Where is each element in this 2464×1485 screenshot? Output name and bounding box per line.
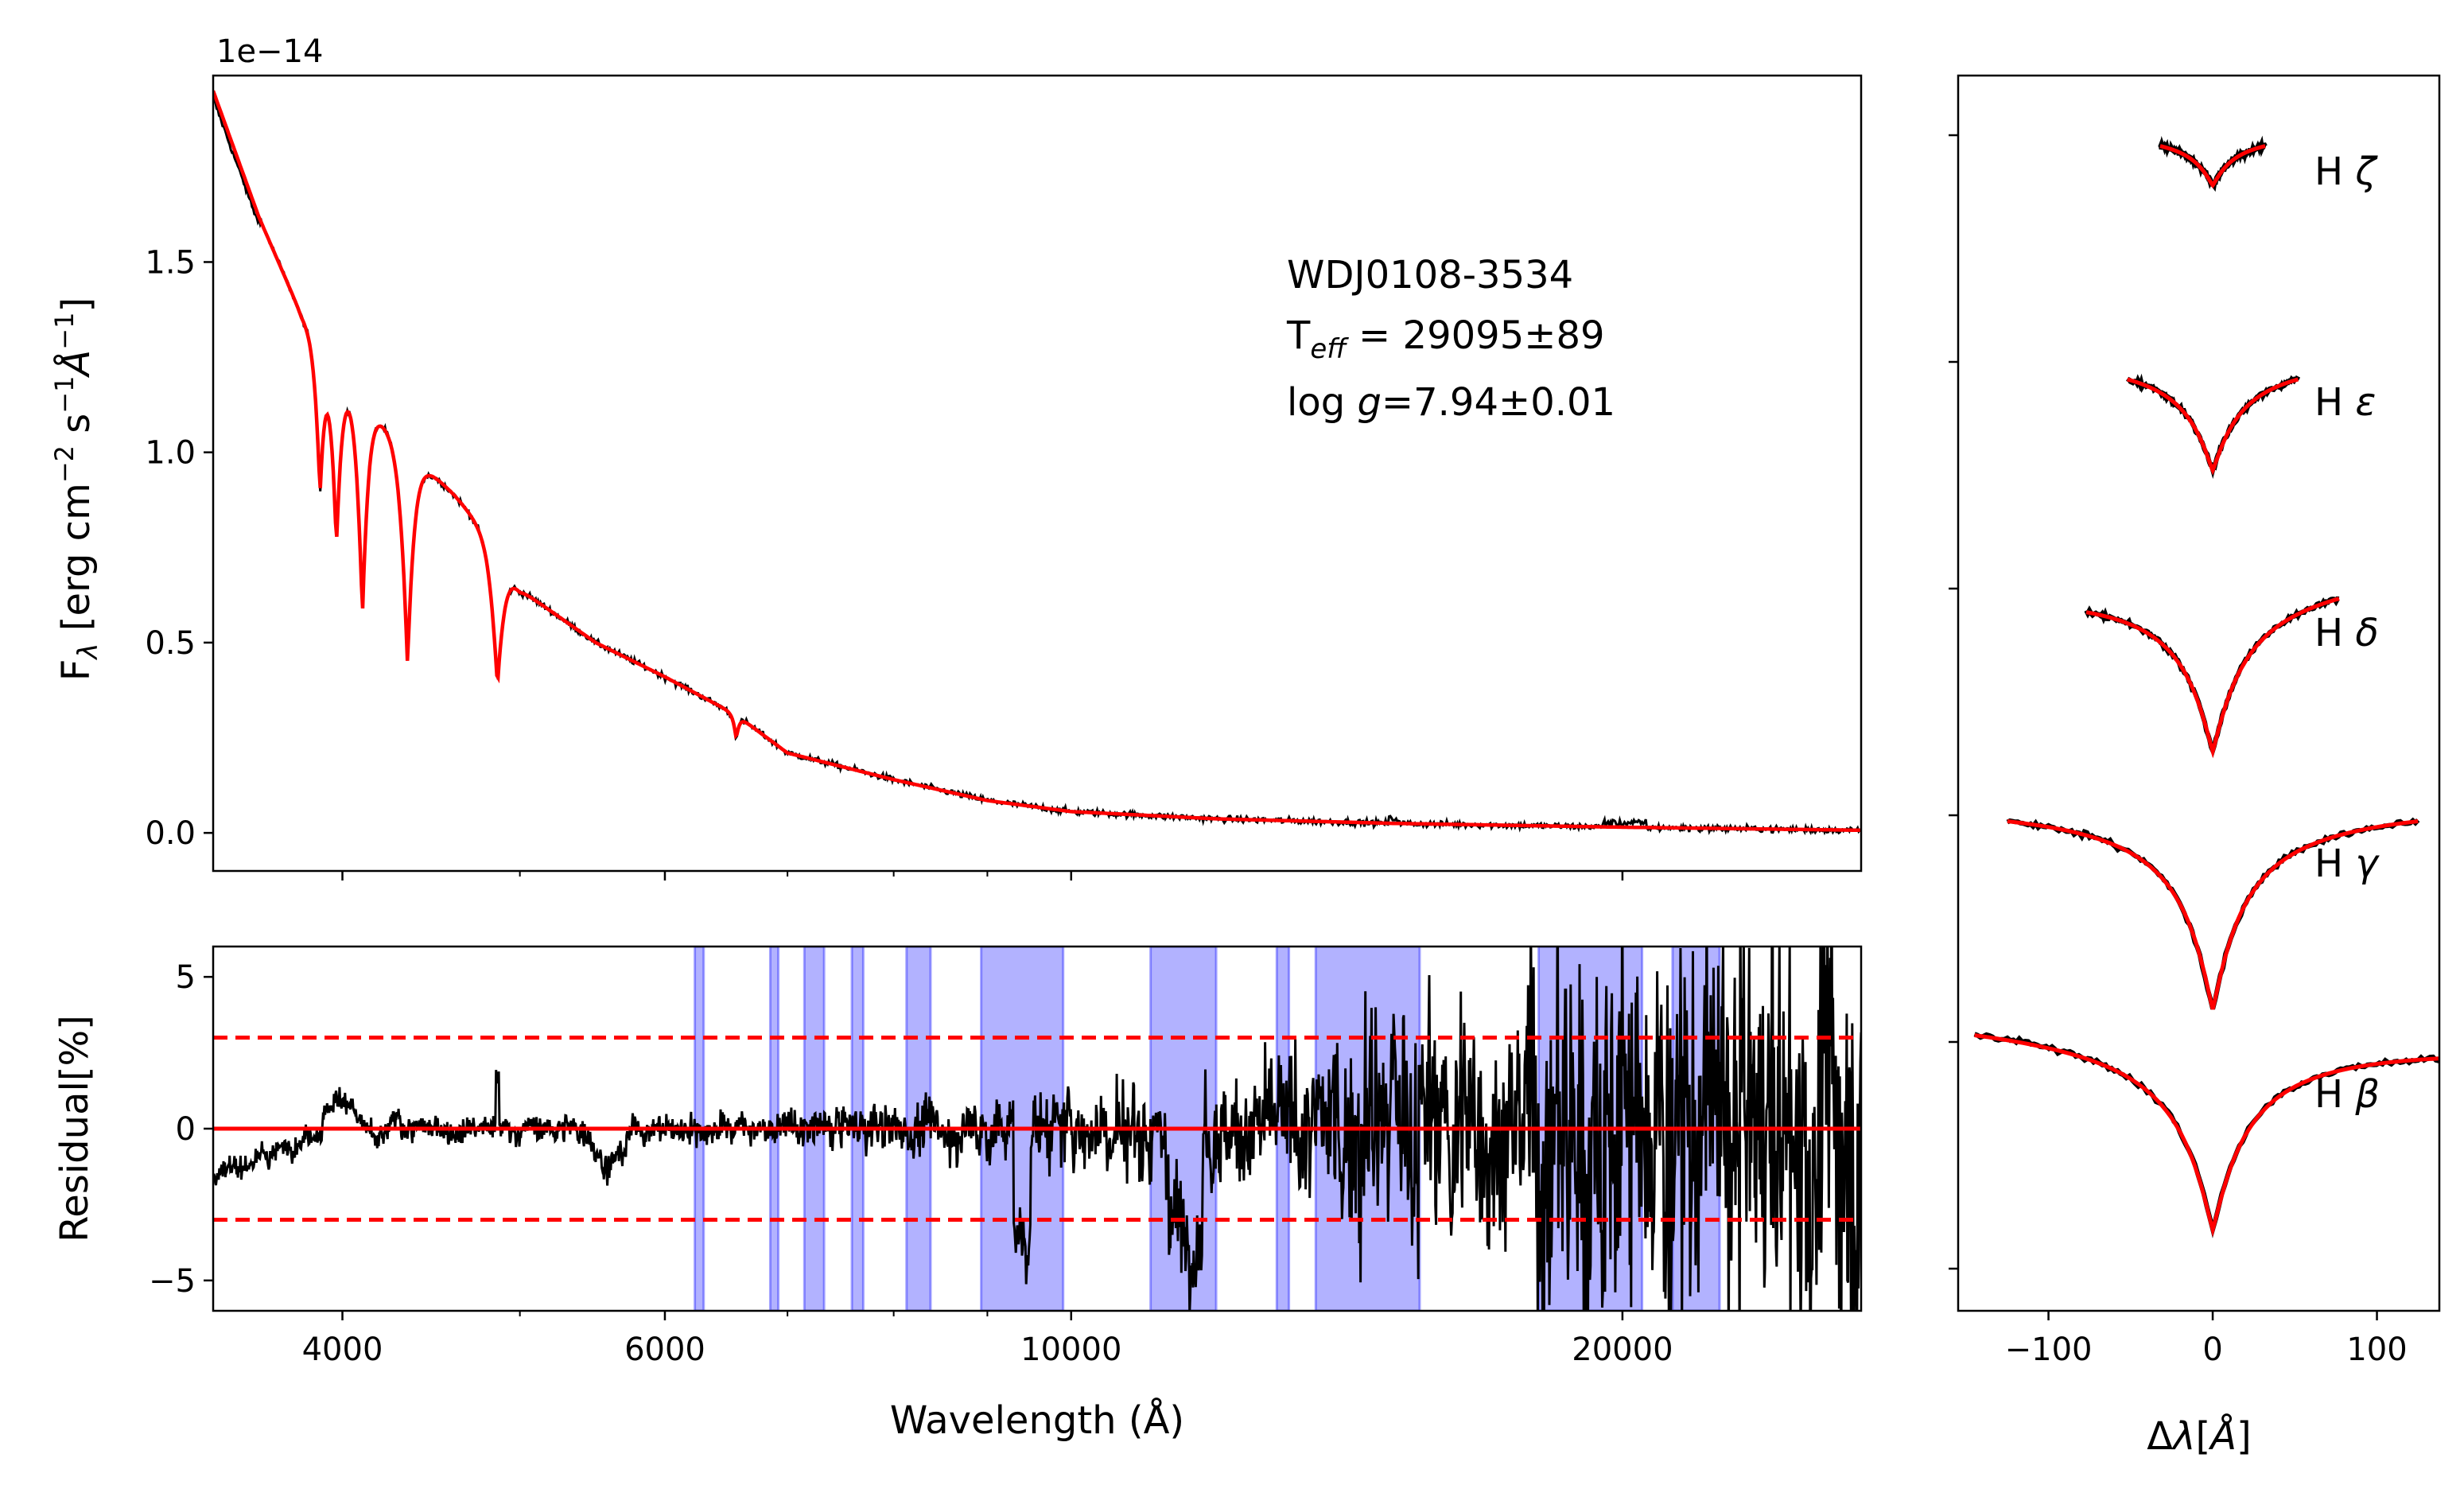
balmer-model-profile [2007,819,2419,1010]
model-spectrum-line [213,90,1861,833]
balmer-axes-frame [1957,74,2441,1312]
balmer-panel: H ζ H ε H δ H γ H β −100 0 100 Δλ[Å] [1949,74,2441,1459]
y-tick-label: 0.0 [145,815,196,852]
balmer-model-profile [2085,597,2340,759]
x-tick-label: −100 [2005,1331,2093,1368]
y-axis-label-residual: Residual[%] [52,1015,97,1242]
logg-value: log g=7.94±0.01 [1287,380,1615,425]
balmer-line-label: H β [2314,1072,2380,1117]
balmer-line-label: H δ [2314,611,2379,655]
x-tick-label: 10000 [1020,1331,1121,1368]
balmer-model-profile [2159,144,2266,189]
star-name: WDJ0108-3534 [1287,253,1573,297]
fit-annotation: WDJ0108-3534 Teff = 29095±89 log g=7.94±… [1286,253,1615,425]
x-tick-label: 20000 [1572,1331,1673,1368]
x-tick-label: 4000 [302,1331,383,1368]
offset-label: 1e−14 [216,33,323,70]
y-tick-label: 0 [176,1111,196,1148]
y-tick-label: 5 [176,959,196,996]
residual-panel: −5 0 5 4000 6000 10000 20000 Residual[%] Wavel… [52,945,1863,1443]
balmer-line-label: H γ [2314,842,2380,886]
teff-value: Teff = 29095±89 [1286,313,1605,365]
spectrum-panel: 0.00.51.01.5 1e−14 Fλ [erg cm−2 s−1Å−1] … [49,33,1863,881]
balmer-model-profile [1974,1033,2439,1238]
balmer-model-profile [2126,377,2299,476]
y-tick-label: 1.0 [145,435,196,472]
x-tick-label: 6000 [624,1331,705,1368]
x-tick-label: 100 [2346,1331,2407,1368]
balmer-line-label: H ζ [2314,150,2378,194]
residual-axes-frame [212,945,1863,1312]
y-tick-label: 0.5 [145,625,196,662]
y-tick-label: −5 [149,1263,196,1300]
x-tick-label: 0 [2202,1331,2222,1368]
x-axis-label-delta-lambda: Δλ[Å] [2147,1413,2252,1459]
balmer-line-label: H ε [2314,380,2376,425]
y-tick-label: 1.5 [145,244,196,281]
x-axis-label-wavelength: Wavelength (Å) [890,1398,1184,1443]
observed-spectrum-line [213,96,1861,836]
residual-line [213,947,1861,1311]
spectrum-axes-frame [212,74,1863,873]
y-axis-label-flux: Fλ [erg cm−2 s−1Å−1] [49,297,104,681]
